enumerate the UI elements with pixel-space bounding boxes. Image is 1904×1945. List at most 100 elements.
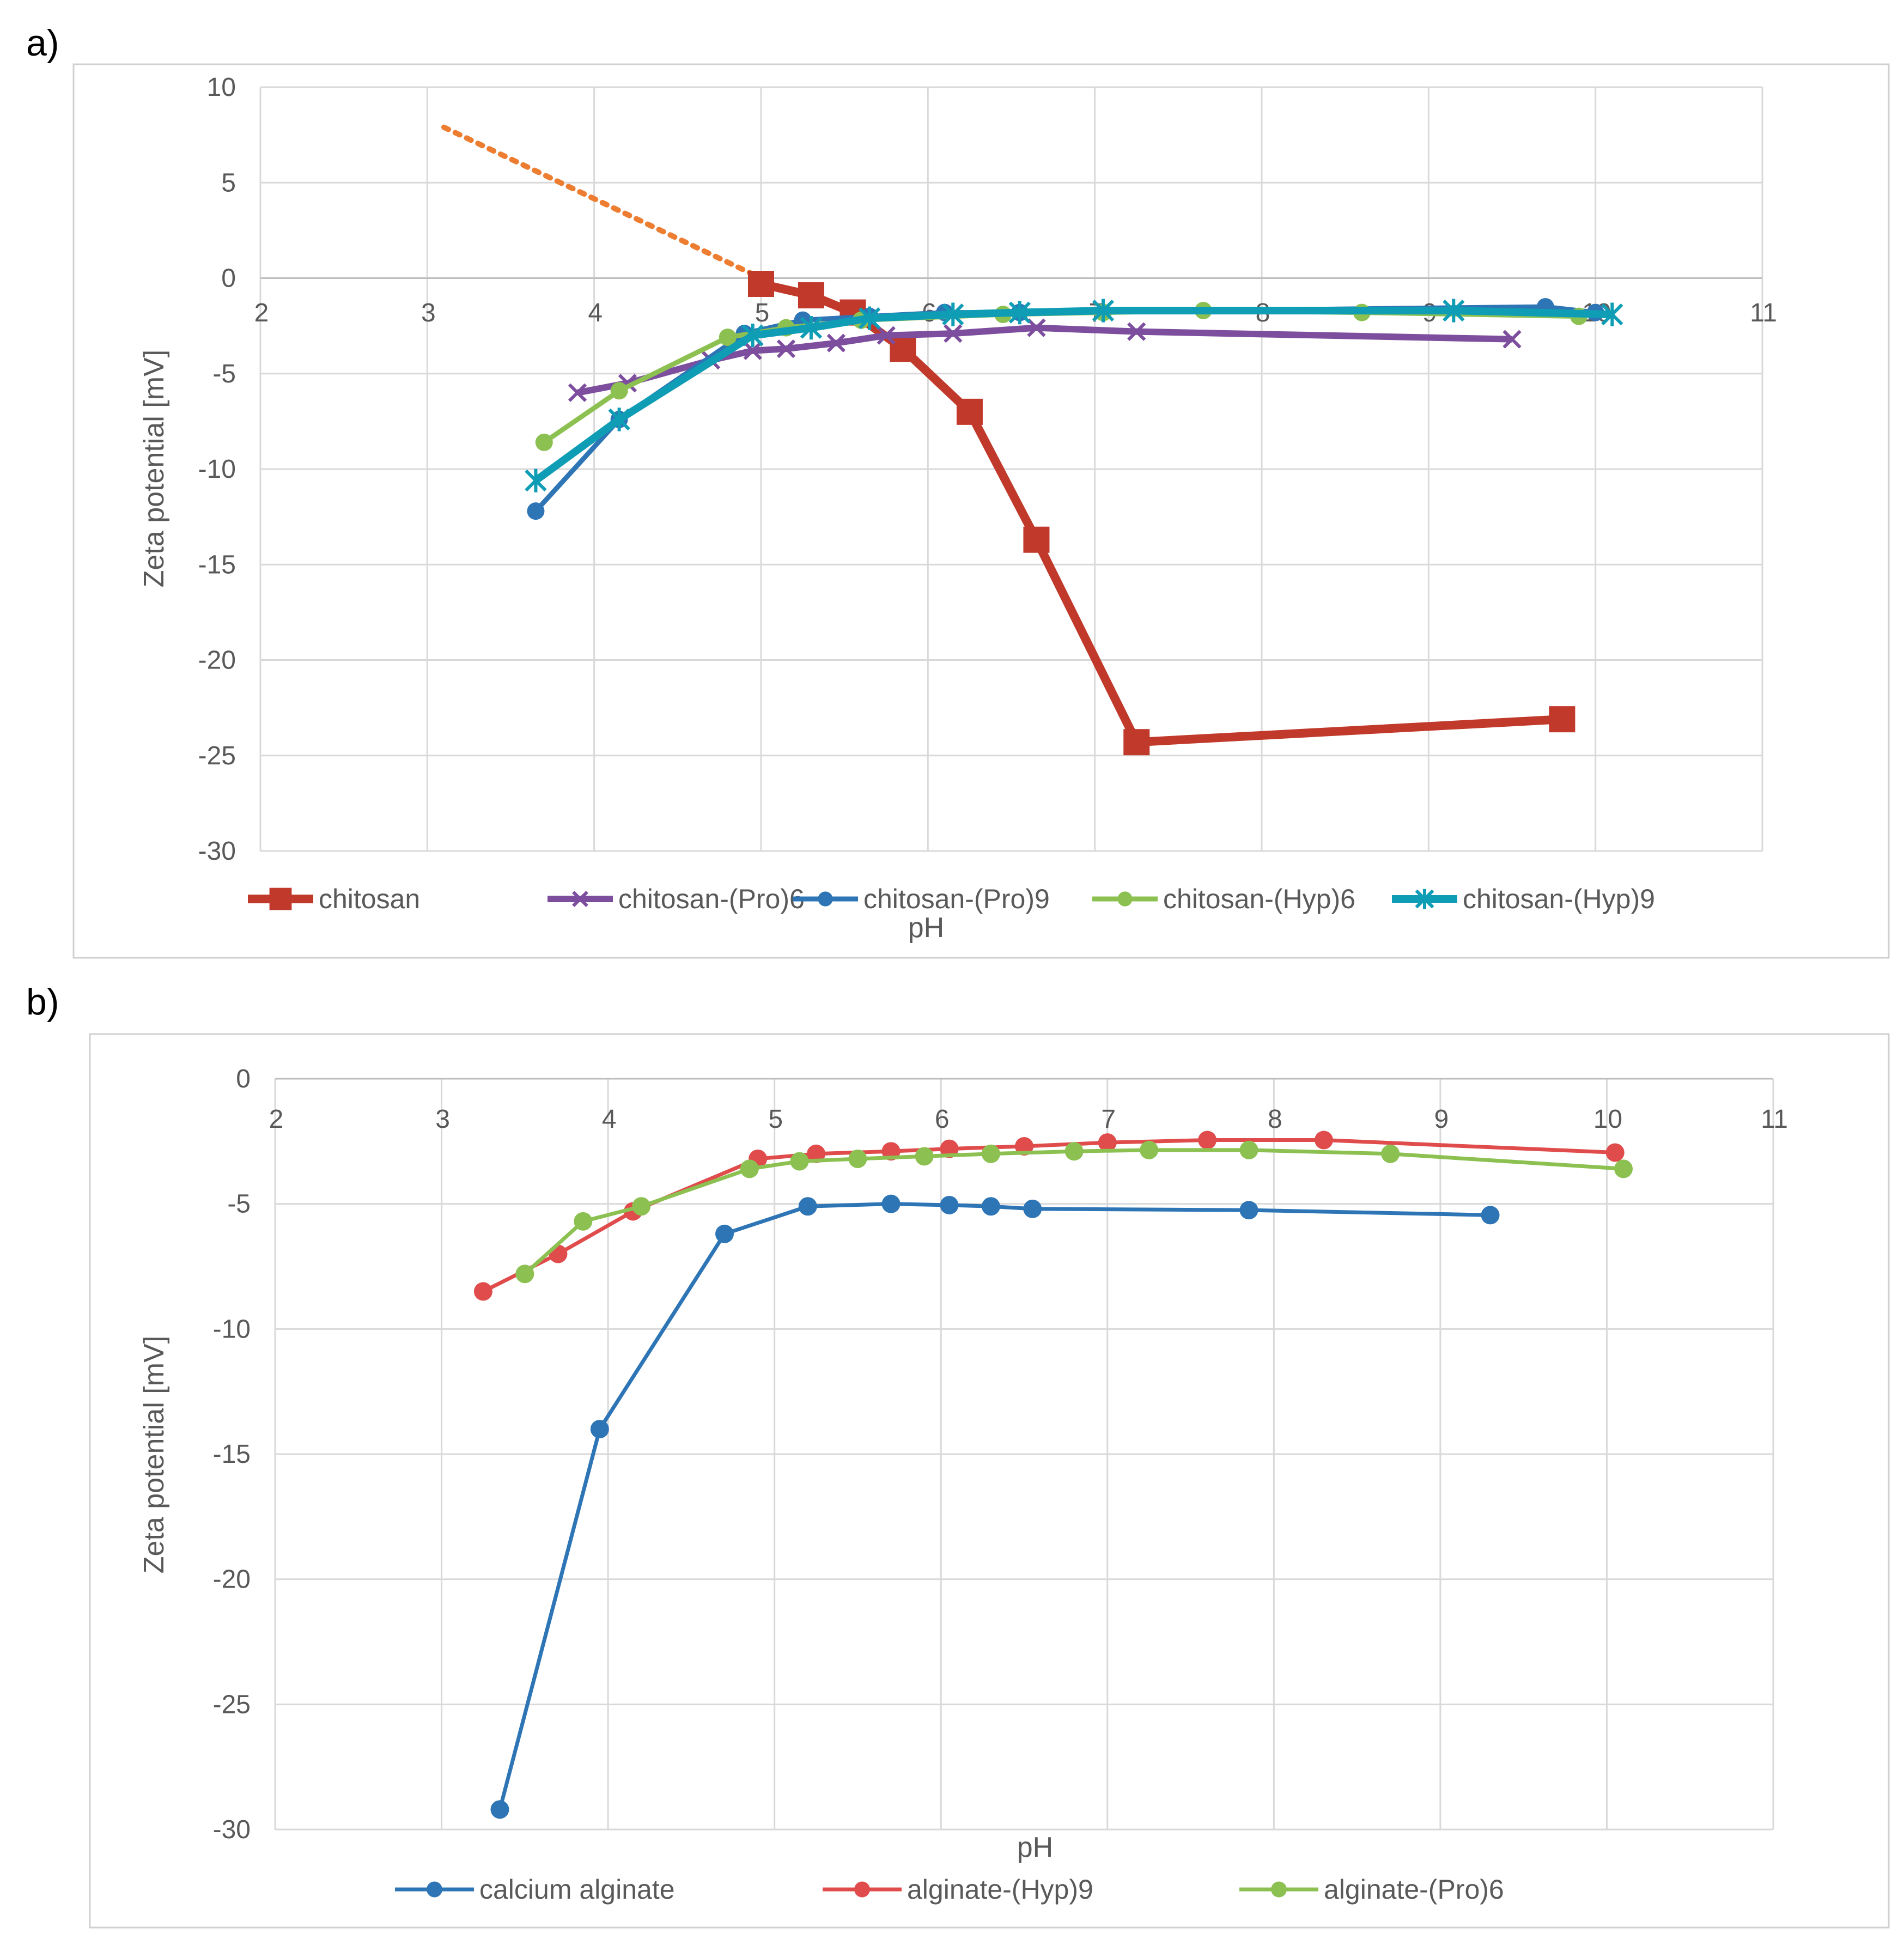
panel-b-label: b): [26, 981, 59, 1023]
legend-swatch-marker: [1415, 889, 1434, 909]
y-tick-label: -5: [212, 360, 236, 388]
trendline: [441, 124, 764, 281]
legend-swatch-marker: [269, 888, 292, 910]
legend-swatch-marker: [854, 1881, 870, 1898]
data-point-calcium-alginate: [881, 1194, 901, 1213]
y-axis-title: Zeta potential [mV]: [138, 350, 170, 587]
data-point-calcium-alginate: [940, 1195, 959, 1214]
data-point-alginate-pro-6: [915, 1147, 934, 1166]
x-tick-label: 2: [269, 1105, 284, 1134]
y-tick-label: 0: [221, 264, 236, 293]
data-point-chitosan-hyp-9: [1601, 302, 1623, 326]
data-point-chitosan-pro-6: [1027, 318, 1046, 337]
data-point-chitosan: [1549, 706, 1575, 733]
data-point-alginate-pro-6: [574, 1212, 593, 1231]
x-tick-label: 11: [1761, 1105, 1788, 1134]
data-point-alginate-pro-6: [1140, 1140, 1159, 1159]
data-point-calcium-alginate: [798, 1197, 817, 1216]
chart-frame: [89, 1033, 1890, 1929]
legend: chitosan chitosan-(Pro)6 chitosan-(Pro)9 ch…: [248, 884, 1655, 914]
data-point-chitosan: [890, 336, 916, 362]
y-tick-label: 5: [221, 168, 236, 197]
data-point-alginate-hyp-9: [1315, 1130, 1333, 1150]
series-chitosan-hyp-9: [525, 299, 1623, 493]
data-point-alginate-pro-6: [1381, 1144, 1400, 1163]
data-point-chitosan-hyp-9: [741, 324, 764, 348]
x-tick-label: 4: [602, 1105, 617, 1134]
series-calcium-alginate: [490, 1194, 1500, 1819]
legend-label: chitosan-(Pro)6: [618, 884, 805, 914]
data-point-alginate-hyp-9: [473, 1282, 492, 1301]
data-point-calcium-alginate: [1481, 1206, 1500, 1225]
x-tick-label: 5: [768, 1105, 783, 1134]
data-point-alginate-hyp-9: [807, 1144, 826, 1163]
series-alginate-pro-6: [515, 1140, 1633, 1284]
data-point-alginate-hyp-9: [1098, 1133, 1117, 1152]
legend-label: calcium alginate: [479, 1874, 675, 1905]
legend-item-alginate-pro-6: alginate-(Pro)6: [1239, 1874, 1504, 1905]
chart-b: 0 -5 -10 -15 -20 -25 -30 2 3 4 5 6 7 8 9 10 11 pH Zeta pot…: [89, 1033, 1890, 1929]
series-line-chitosan-hyp-9: [533, 307, 1613, 484]
legend-label: chitosan-(Hyp)6: [1163, 884, 1355, 914]
x-tick-label: 9: [1434, 1105, 1449, 1134]
legend-item-chitosan-pro-6: chitosan-(Pro)6: [548, 884, 805, 914]
data-point-chitosan-hyp-6: [719, 329, 737, 347]
data-point-calcium-alginate: [1023, 1199, 1042, 1218]
legend-label: chitosan: [319, 884, 420, 914]
x-tick-label: 3: [435, 1105, 450, 1134]
legend-label: alginate-(Pro)6: [1324, 1874, 1504, 1905]
y-tick-label: -10: [198, 455, 236, 484]
data-point-chitosan-pro-6: [944, 324, 963, 343]
data-point-chitosan-hyp-9: [942, 302, 964, 326]
x-tick-label: 7: [1101, 1105, 1116, 1134]
data-point-chitosan-pro-6: [568, 383, 587, 402]
data-point-chitosan-hyp-9: [1008, 300, 1031, 325]
data-point-chitosan-hyp-6: [610, 382, 628, 400]
data-point-calcium-alginate: [590, 1420, 609, 1439]
data-point-chitosan: [1123, 729, 1150, 756]
y-tick-label: -30: [198, 837, 236, 866]
data-point-alginate-pro-6: [848, 1149, 867, 1168]
data-point-chitosan-hyp-9: [1443, 299, 1465, 323]
data-point-alginate-hyp-9: [1605, 1143, 1625, 1162]
data-point-chitosan-hyp-9: [858, 306, 881, 330]
x-tick-label: 5: [755, 299, 770, 327]
data-point-chitosan: [956, 398, 983, 425]
legend-swatch-marker: [572, 891, 588, 907]
data-point-alginate-pro-6: [632, 1197, 651, 1216]
data-point-alginate-pro-6: [1064, 1142, 1084, 1161]
x-axis-title: pH: [908, 912, 944, 944]
legend-item-chitosan-hyp-6: chitosan-(Hyp)6: [1092, 884, 1355, 914]
series-chitosan-pro-6: [568, 318, 1522, 402]
data-point-chitosan-pro-9: [527, 502, 545, 520]
y-tick-label: 10: [207, 73, 236, 102]
data-point-chitosan-pro-6: [743, 341, 762, 360]
legend-swatch-marker: [427, 1881, 442, 1898]
legend-item-alginate-hyp-9: alginate-(Hyp)9: [823, 1874, 1093, 1905]
x-tick-label: 8: [1268, 1105, 1282, 1134]
data-point-alginate-pro-6: [515, 1265, 534, 1284]
legend-swatch-marker: [1117, 891, 1133, 907]
legend-swatch-marker: [1271, 1881, 1287, 1898]
data-point-calcium-alginate: [490, 1800, 509, 1819]
y-tick-label: -5: [227, 1190, 251, 1219]
x-tick-label: 6: [935, 1105, 950, 1134]
x-tick-label: 4: [588, 299, 603, 327]
legend-label: alginate-(Hyp)9: [907, 1874, 1093, 1905]
legend-swatch-marker: [818, 891, 833, 907]
legend-label: chitosan-(Hyp)9: [1463, 884, 1655, 914]
data-point-calcium-alginate: [981, 1197, 1000, 1216]
data-point-chitosan: [748, 271, 774, 297]
data-point-chitosan-hyp-6: [535, 433, 553, 451]
data-point-chitosan: [798, 282, 824, 309]
data-point-alginate-pro-6: [981, 1144, 1000, 1163]
data-point-chitosan-pro-6: [776, 339, 796, 358]
data-point-alginate-pro-6: [790, 1152, 809, 1171]
x-axis-title: pH: [1017, 1832, 1053, 1863]
y-tick-label: -20: [198, 646, 236, 675]
legend-item-chitosan-pro-9: chitosan-(Pro)9: [793, 884, 1050, 914]
data-point-alginate-pro-6: [1614, 1159, 1633, 1178]
x-tick-label: 11: [1750, 299, 1777, 327]
data-point-calcium-alginate: [1239, 1201, 1258, 1220]
